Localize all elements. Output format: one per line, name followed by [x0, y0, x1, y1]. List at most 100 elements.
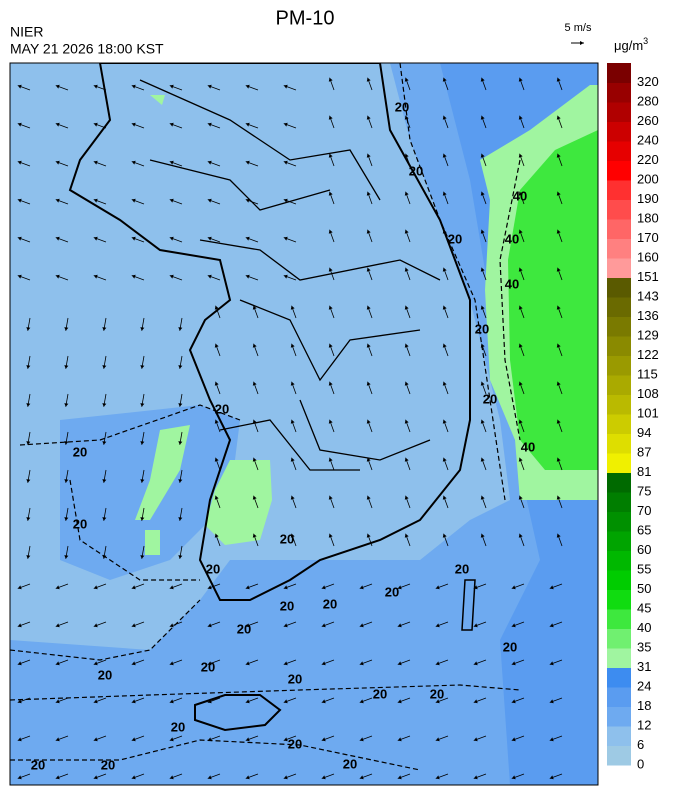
- color-segment: [607, 453, 631, 473]
- wind-arrow-head: [473, 699, 478, 704]
- wind-arrow-head: [252, 419, 257, 424]
- wind-arrow-head: [511, 585, 516, 590]
- wind-arrow-head: [290, 343, 295, 348]
- wind-arrow-head: [442, 191, 447, 196]
- wind-arrow-head: [435, 585, 440, 590]
- wind-arrow-head: [556, 267, 561, 272]
- coastline: [68, 63, 471, 601]
- wind-arrow-head: [55, 236, 60, 241]
- wind-arrow-head: [131, 198, 136, 203]
- contour-label: 20: [101, 757, 115, 772]
- wind-arrow-head: [480, 267, 485, 272]
- wind-arrow-head: [328, 495, 333, 500]
- wind-arrow-head: [93, 236, 98, 241]
- color-segment: [607, 609, 631, 629]
- wind-arrow-head: [102, 479, 107, 483]
- title: PM-10: [276, 7, 335, 29]
- wind-arrow-head: [359, 623, 364, 628]
- wind-arrow-head: [556, 381, 561, 386]
- wind-arrow-head: [178, 327, 183, 331]
- wind-arrow-head: [404, 191, 409, 196]
- contour-label: 20: [503, 639, 517, 654]
- map-frame: [9, 62, 599, 786]
- color-segment: [607, 550, 631, 571]
- wind-arrow-head: [169, 122, 174, 127]
- wind-arrow-head: [518, 115, 523, 120]
- wind-scale-arrow: [571, 41, 584, 45]
- wind-arrow-head: [26, 365, 31, 369]
- colorbar-label: 94: [637, 425, 651, 440]
- wind-arrow-head: [169, 775, 174, 780]
- wind-arrow-head: [480, 495, 485, 500]
- contour-label: 20: [448, 231, 462, 246]
- color-segment: [607, 141, 631, 161]
- wind-arrow-head: [214, 533, 219, 538]
- wind-arrow-head: [518, 77, 523, 82]
- wind-arrow-head: [518, 381, 523, 386]
- wind-arrow-head: [55, 84, 60, 89]
- wind-arrow-head: [17, 84, 22, 89]
- wind-arrow-head: [17, 699, 22, 704]
- wind-arrow-head: [55, 160, 60, 165]
- colorbar-label: 45: [637, 600, 651, 615]
- wind-arrow-head: [556, 419, 561, 424]
- wind-arrow-head: [17, 585, 22, 590]
- wind-arrow-head: [359, 699, 364, 704]
- wind-arrow-head: [328, 115, 333, 120]
- color-segment: [607, 219, 631, 239]
- wind-arrow-head: [366, 115, 371, 120]
- colorbar-label: 12: [637, 717, 651, 732]
- wind-arrow-head: [480, 343, 485, 348]
- datetime: MAY 21 2026 18:00 KST: [10, 41, 164, 57]
- wind-arrow-head: [321, 775, 326, 780]
- field-31: [135, 425, 190, 555]
- wind-arrow-head: [207, 236, 212, 241]
- wind-arrow-head: [169, 737, 174, 742]
- contour-label: 20: [288, 736, 302, 751]
- wind-arrow-head: [404, 267, 409, 272]
- color-segment: [607, 180, 631, 200]
- wind-arrow-head: [131, 737, 136, 742]
- contour-label: 20: [455, 561, 469, 576]
- wind-arrow-head: [131, 775, 136, 780]
- wind-arrow-head: [55, 699, 60, 704]
- wind-arrow-head: [435, 623, 440, 628]
- map: 20 20 20 40 40 40 20 20 40 20 20 20 20 20 20 20 20 20 20 20…: [10, 63, 598, 785]
- colorbar-label: 180: [637, 210, 659, 225]
- wind-arrow-head: [321, 737, 326, 742]
- colorbar-label: 87: [637, 444, 651, 459]
- contour-label: 20: [373, 686, 387, 701]
- wind-arrow-head: [518, 457, 523, 462]
- wind-arrow-head: [93, 699, 98, 704]
- wind-arrow-head: [207, 623, 212, 628]
- wind-arrow-head: [549, 737, 554, 742]
- wind-arrow-head: [252, 533, 257, 538]
- wind-arrow-head: [283, 699, 288, 704]
- color-segment: [607, 238, 631, 259]
- wind-arrow-head: [131, 236, 136, 241]
- wind-arrow-head: [480, 381, 485, 386]
- wind-arrow-head: [518, 267, 523, 272]
- wind-arrow-head: [102, 555, 107, 559]
- wind-arrow-head: [245, 198, 250, 203]
- wind-arrow-head: [131, 122, 136, 127]
- wind-arrow-head: [290, 419, 295, 424]
- wind-arrow-head: [328, 77, 333, 82]
- wind-arrow-head: [556, 153, 561, 158]
- wind-arrow-head: [245, 236, 250, 241]
- wind-arrow-head: [359, 661, 364, 666]
- wind-arrow-head: [17, 198, 22, 203]
- wind-arrow-head: [328, 191, 333, 196]
- wind-arrow-head: [359, 775, 364, 780]
- color-segment: [607, 336, 631, 356]
- wind-arrow-head: [549, 775, 554, 780]
- wind-arrow-head: [283, 160, 288, 165]
- wind-arrow-head: [518, 419, 523, 424]
- colorbar-label: 190: [637, 191, 659, 206]
- wind-arrow-head: [245, 623, 250, 628]
- wind-arrow-head: [366, 457, 371, 462]
- color-segment: [607, 355, 631, 376]
- wind-arrow-head: [207, 737, 212, 742]
- wind-arrow-head: [245, 661, 250, 666]
- contour-label: 40: [513, 188, 527, 203]
